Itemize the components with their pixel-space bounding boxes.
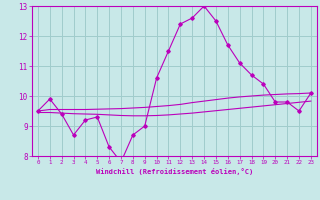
X-axis label: Windchill (Refroidissement éolien,°C): Windchill (Refroidissement éolien,°C) <box>96 168 253 175</box>
